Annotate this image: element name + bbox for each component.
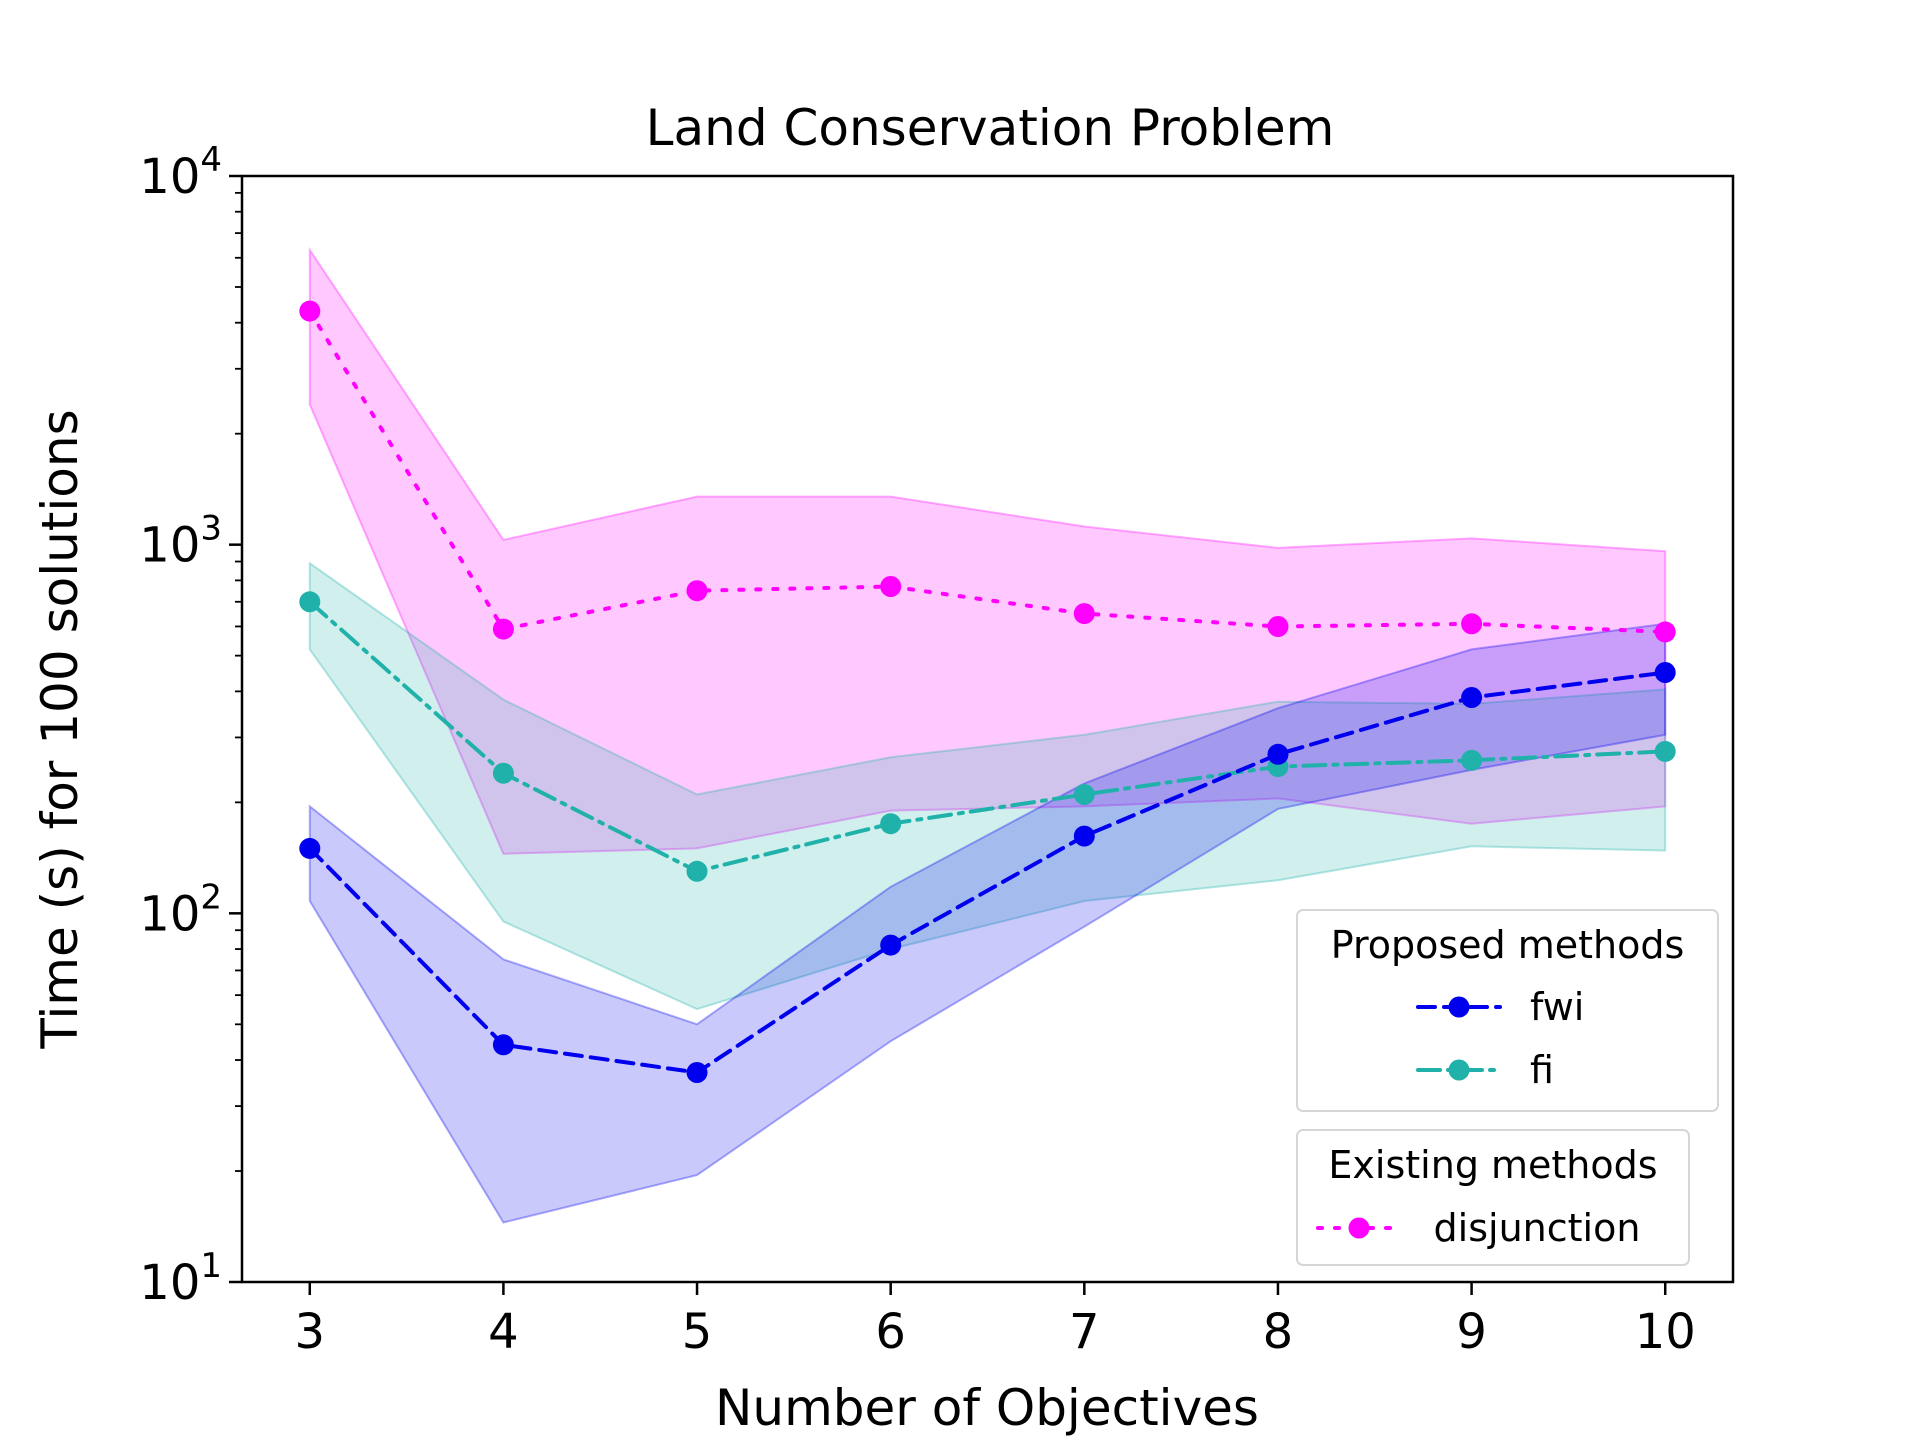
point-disjunction-6 [880,576,902,597]
x-tick-label: 3 [294,1304,325,1360]
x-tick-label: 7 [1069,1304,1100,1360]
point-fwi-3 [299,837,321,859]
point-fi-3 [299,591,321,613]
legend-box [1296,909,1719,1112]
y-tick-label: 101 [139,1246,222,1311]
point-fi-6 [880,813,902,835]
point-disjunction-9 [1461,613,1483,635]
point-disjunction-8 [1267,616,1289,637]
legend-box [1296,1129,1690,1266]
point-disjunction-5 [686,580,708,602]
x-tick-label: 10 [1635,1304,1696,1360]
x-tick-label: 6 [875,1304,906,1360]
point-fwi-7 [1073,825,1095,847]
band-fwi [308,622,1667,1224]
point-fwi-6 [880,934,902,956]
series-lines [307,309,1668,1075]
line-fwi [307,670,1668,1075]
y-tick-label: 103 [139,509,222,574]
point-fi-4 [492,762,514,784]
point-fwi-4 [492,1034,514,1056]
point-disjunction-7 [1073,603,1095,625]
point-disjunction-4 [492,618,514,640]
x-axis-ticks: 3 4 5 6 7 8 9 10 [294,1282,1696,1360]
x-tick-label: 5 [682,1304,713,1360]
legend-group-existing-methods: Existing methods disjunction [1296,1129,1690,1266]
point-fi-9 [1461,749,1483,771]
x-axis-label: Number of Objectives [715,1379,1259,1437]
line-fi [307,599,1668,874]
x-tick-label: 8 [1263,1304,1294,1360]
legend-label-fwi: fwi [1530,985,1584,1029]
legend-group-proposed-methods: Proposed methods fwi fi [1296,909,1719,1112]
point-fi-5 [686,860,708,882]
y-tick-label: 102 [139,877,222,942]
point-disjunction-3 [299,300,321,322]
x-tick-label: 9 [1456,1304,1487,1360]
point-fwi-8 [1267,743,1289,765]
point-fi-7 [1073,784,1095,805]
y-axis-ticks: 101 102 103 104 [139,140,242,1311]
band-disjunction [308,246,1667,855]
y-tick-label: 104 [139,140,222,205]
band-fi [308,561,1667,1011]
x-tick-label: 4 [488,1304,519,1360]
point-fwi-5 [686,1062,708,1083]
legend-marker-disjunction [1348,1217,1370,1239]
plot-frame [240,174,1735,1284]
legend-title: Proposed methods [1331,923,1685,967]
series-markers [299,300,1676,1083]
confidence-bands [308,246,1667,1224]
chart-title: Land Conservation Problem [646,99,1335,157]
point-fi-10 [1654,740,1676,762]
legend-label-fi: fi [1530,1048,1554,1092]
line-disjunction [307,309,1668,634]
legend-marker-fi [1448,1059,1470,1081]
point-fwi-10 [1654,662,1676,683]
legend-title: Existing methods [1328,1143,1657,1187]
y-axis-label: Time (s) for 100 solutions [31,409,89,1049]
point-fwi-9 [1461,687,1483,708]
point-disjunction-10 [1654,621,1676,643]
legend: Proposed methods fwi fi Existing methods dis… [1296,909,1719,1266]
legend-marker-fwi [1448,996,1470,1018]
legend-label-disjunction: disjunction [1434,1206,1641,1250]
